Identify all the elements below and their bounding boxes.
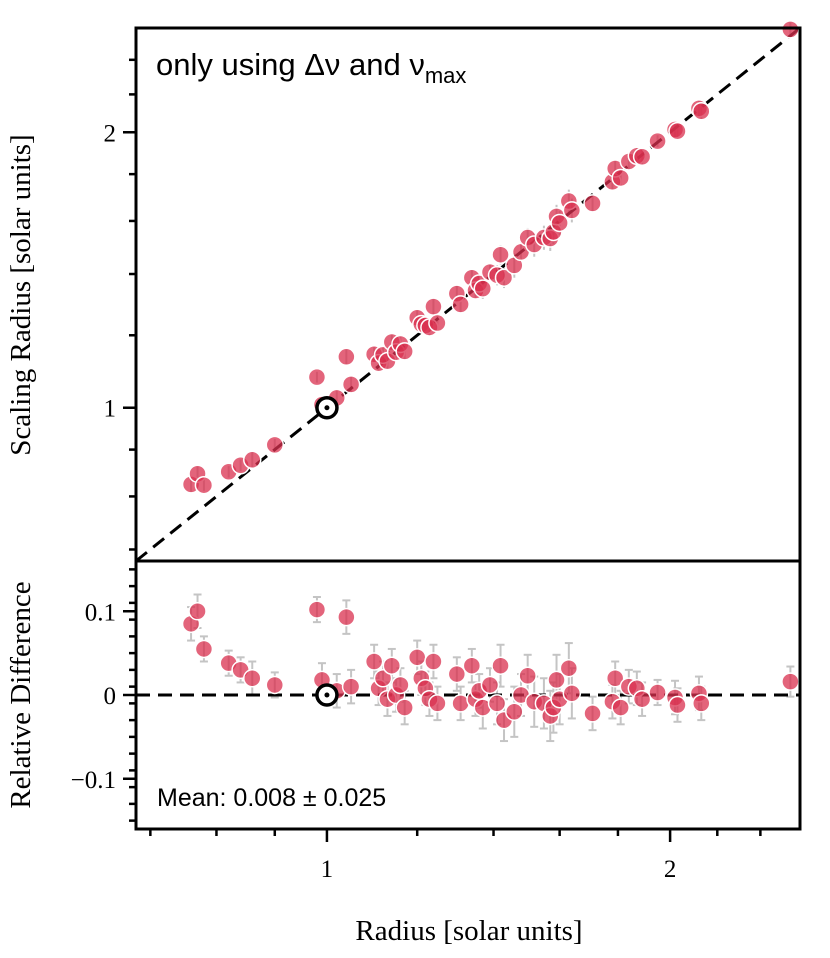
x-tick-label: 1 bbox=[321, 856, 334, 883]
top-point-44 bbox=[550, 213, 569, 233]
bottom-y-tick-label: −0.1 bbox=[71, 767, 116, 794]
top-error-bars bbox=[190, 22, 792, 492]
top-annotation: only using Δν and νmax bbox=[156, 47, 466, 88]
top-point-6 bbox=[265, 435, 285, 455]
bottom-point-26 bbox=[447, 664, 467, 684]
top-point-25 bbox=[428, 313, 447, 333]
top-point-50 bbox=[611, 168, 630, 188]
top-point-2 bbox=[194, 475, 214, 495]
top-point-11 bbox=[341, 375, 361, 394]
bottom-point-53 bbox=[632, 689, 652, 709]
top-point-58 bbox=[692, 101, 711, 121]
top-point-54 bbox=[648, 131, 667, 151]
bottom-point-14 bbox=[373, 669, 393, 688]
bottom-point-33 bbox=[487, 694, 507, 713]
top-point-27 bbox=[451, 295, 470, 314]
top-point-7 bbox=[307, 367, 327, 387]
bottom-point-43 bbox=[547, 670, 566, 690]
bottom-point-50 bbox=[611, 698, 630, 717]
bottom-y-axis-label: Relative Difference bbox=[5, 581, 37, 808]
bottom-point-16 bbox=[382, 656, 402, 675]
top-point-34 bbox=[491, 245, 510, 264]
mean-text: Mean: 0.008 ± 0.025 bbox=[157, 784, 386, 812]
x-tick-label: 2 bbox=[664, 856, 677, 883]
bottom-point-34 bbox=[491, 656, 510, 675]
bottom-point-2 bbox=[194, 639, 214, 659]
bottom-point-19 bbox=[395, 698, 414, 717]
bottom-point-58 bbox=[692, 694, 711, 713]
bottom-point-25 bbox=[428, 694, 447, 713]
bottom-point-18 bbox=[391, 675, 410, 695]
tick-labels: 1 2 0.1 0 −0.1 1 2 bbox=[71, 120, 677, 883]
bottom-scatter-points bbox=[181, 600, 800, 730]
bottom-point-10 bbox=[337, 607, 356, 627]
bottom-point-32 bbox=[480, 675, 500, 695]
top-point-46 bbox=[562, 201, 582, 220]
top-point-47 bbox=[583, 194, 602, 213]
top-point-10 bbox=[337, 347, 356, 367]
top-point-53 bbox=[632, 147, 652, 166]
bottom-point-11 bbox=[341, 677, 361, 696]
bottom-point-56 bbox=[668, 695, 687, 715]
bottom-point-54 bbox=[648, 683, 667, 702]
bottom-point-7 bbox=[307, 600, 327, 619]
top-point-35 bbox=[494, 268, 514, 287]
bottom-point-36 bbox=[505, 702, 524, 721]
bottom-point-45 bbox=[559, 658, 579, 678]
bottom-y-tick-label: 0.1 bbox=[85, 599, 116, 626]
top-point-24 bbox=[424, 297, 443, 316]
bottom-point-1 bbox=[188, 602, 207, 621]
bottom-error-bars bbox=[187, 593, 795, 743]
top-y-axis-label: Scaling Radius [solar units] bbox=[5, 134, 37, 455]
bottom-point-6 bbox=[265, 675, 285, 695]
bottom-point-59 bbox=[781, 672, 800, 691]
bottom-point-28 bbox=[462, 656, 482, 675]
axis-ticks bbox=[123, 58, 762, 842]
bottom-point-12 bbox=[364, 652, 384, 671]
top-y-tick-label: 1 bbox=[104, 396, 117, 423]
top-annotation-subscript: max bbox=[425, 63, 467, 88]
bottom-y-tick-label: 0 bbox=[104, 683, 117, 710]
bottom-point-24 bbox=[424, 652, 443, 671]
bottom-point-5 bbox=[243, 669, 262, 688]
top-annotation-main: only using Δν and ν bbox=[156, 47, 425, 82]
top-point-31 bbox=[473, 279, 493, 298]
top-point-5 bbox=[243, 450, 262, 470]
bottom-point-46 bbox=[562, 684, 582, 703]
bottom-point-38 bbox=[518, 666, 537, 685]
top-y-tick-label: 2 bbox=[104, 120, 117, 147]
top-sun-marker-center bbox=[324, 405, 330, 411]
bottom-point-49 bbox=[605, 669, 625, 688]
x-axis-label: Radius [solar units] bbox=[355, 915, 582, 947]
bottom-point-20 bbox=[407, 648, 427, 667]
bottom-sun-marker-center bbox=[324, 692, 330, 698]
top-point-56 bbox=[668, 121, 687, 141]
top-point-19 bbox=[395, 342, 414, 361]
bottom-point-47 bbox=[583, 704, 602, 723]
top-scatter-points bbox=[181, 20, 800, 495]
